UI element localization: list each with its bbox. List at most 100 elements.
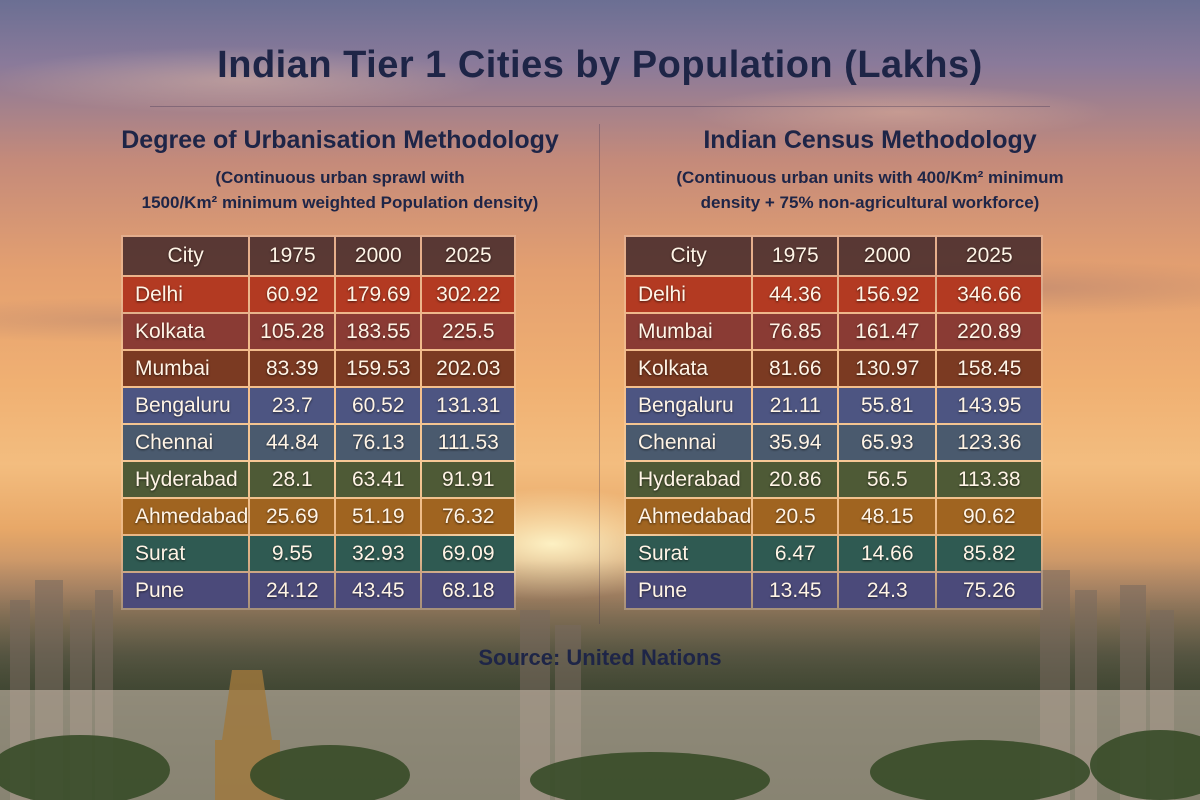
value-cell: 24.3 [839, 573, 936, 608]
value-cell: 75.26 [937, 573, 1042, 608]
table-row: Delhi 60.92 179.69 302.22 [123, 277, 515, 312]
degree-of-urbanisation-table: City 1975 2000 2025 Delhi 60.92 179.69 302.22 K… [121, 235, 517, 610]
city-cell: Mumbai [626, 314, 752, 349]
temple-tower [222, 670, 272, 740]
value-cell: 48.15 [839, 499, 936, 534]
column-header: 2000 [336, 237, 421, 275]
table-row: Kolkata 81.66 130.97 158.45 [626, 351, 1042, 386]
right-subtitle-line1: (Continuous urban units with 400/Km² min… [676, 168, 1064, 187]
value-cell: 85.82 [937, 536, 1042, 571]
value-cell: 113.38 [937, 462, 1042, 497]
value-cell: 76.85 [753, 314, 838, 349]
table-row: Kolkata 105.28 183.55 225.5 [123, 314, 515, 349]
value-cell: 225.5 [422, 314, 515, 349]
table-row: Mumbai 83.39 159.53 202.03 [123, 351, 515, 386]
table-row: Bengaluru 23.7 60.52 131.31 [123, 388, 515, 423]
value-cell: 346.66 [937, 277, 1042, 312]
right-panel-header: Indian Census Methodology (Continuous ur… [570, 126, 1170, 215]
table-row: Pune 13.45 24.3 75.26 [626, 573, 1042, 608]
panel-divider [599, 124, 600, 624]
value-cell: 60.92 [250, 277, 335, 312]
city-cell: Bengaluru [626, 388, 752, 423]
value-cell: 179.69 [336, 277, 421, 312]
value-cell: 21.11 [753, 388, 838, 423]
value-cell: 81.66 [753, 351, 838, 386]
table-row: Mumbai 76.85 161.47 220.89 [626, 314, 1042, 349]
value-cell: 158.45 [937, 351, 1042, 386]
value-cell: 44.84 [250, 425, 335, 460]
value-cell: 123.36 [937, 425, 1042, 460]
column-header: 2000 [839, 237, 936, 275]
value-cell: 23.7 [250, 388, 335, 423]
value-cell: 220.89 [937, 314, 1042, 349]
city-cell: Delhi [626, 277, 752, 312]
value-cell: 156.92 [839, 277, 936, 312]
value-cell: 161.47 [839, 314, 936, 349]
city-cell: Ahmedabad [123, 499, 249, 534]
value-cell: 76.32 [422, 499, 515, 534]
left-panel-title: Degree of Urbanisation Methodology [121, 126, 559, 154]
value-cell: 131.31 [422, 388, 515, 423]
table-row: Hyderabad 20.86 56.5 113.38 [626, 462, 1042, 497]
value-cell: 55.81 [839, 388, 936, 423]
value-cell: 24.12 [250, 573, 335, 608]
right-subtitle-line2: density + 75% non-agricultural workforce… [700, 193, 1040, 212]
source-note: Source: United Nations [478, 645, 722, 670]
value-cell: 35.94 [753, 425, 838, 460]
value-cell: 105.28 [250, 314, 335, 349]
table-header-row: City 1975 2000 2025 [626, 237, 1042, 275]
value-cell: 14.66 [839, 536, 936, 571]
table-header-row: City 1975 2000 2025 [123, 237, 515, 275]
city-cell: Hyderabad [626, 462, 752, 497]
city-cell: Chennai [626, 425, 752, 460]
value-cell: 43.45 [336, 573, 421, 608]
city-cell: Delhi [123, 277, 249, 312]
city-cell: Hyderabad [123, 462, 249, 497]
city-cell: Surat [123, 536, 249, 571]
indian-census-table: City 1975 2000 2025 Delhi 44.36 156.92 346.66 M… [624, 235, 1044, 610]
value-cell: 65.93 [839, 425, 936, 460]
value-cell: 159.53 [336, 351, 421, 386]
column-header: City [123, 237, 249, 275]
city-cell: Pune [626, 573, 752, 608]
city-cell: Pune [123, 573, 249, 608]
city-cell: Bengaluru [123, 388, 249, 423]
table-row: Surat 9.55 32.93 69.09 [123, 536, 515, 571]
value-cell: 68.18 [422, 573, 515, 608]
table-row: Pune 24.12 43.45 68.18 [123, 573, 515, 608]
value-cell: 83.39 [250, 351, 335, 386]
right-panel-title: Indian Census Methodology [703, 126, 1037, 154]
value-cell: 111.53 [422, 425, 515, 460]
value-cell: 69.09 [422, 536, 515, 571]
value-cell: 90.62 [937, 499, 1042, 534]
title-rule [150, 106, 1050, 107]
table-row: Delhi 44.36 156.92 346.66 [626, 277, 1042, 312]
value-cell: 76.13 [336, 425, 421, 460]
value-cell: 91.91 [422, 462, 515, 497]
value-cell: 20.5 [753, 499, 838, 534]
left-subtitle-line1: (Continuous urban sprawl with [215, 168, 465, 187]
value-cell: 63.41 [336, 462, 421, 497]
value-cell: 302.22 [422, 277, 515, 312]
table-row: Surat 6.47 14.66 85.82 [626, 536, 1042, 571]
value-cell: 143.95 [937, 388, 1042, 423]
value-cell: 6.47 [753, 536, 838, 571]
city-skyline [0, 570, 1200, 800]
column-header: 2025 [937, 237, 1042, 275]
value-cell: 20.86 [753, 462, 838, 497]
value-cell: 183.55 [336, 314, 421, 349]
column-header: 2025 [422, 237, 515, 275]
city-cell: Kolkata [626, 351, 752, 386]
value-cell: 13.45 [753, 573, 838, 608]
left-panel-subtitle: (Continuous urban sprawl with 1500/Km² m… [60, 165, 620, 215]
city-cell: Mumbai [123, 351, 249, 386]
city-cell: Ahmedabad [626, 499, 752, 534]
value-cell: 60.52 [336, 388, 421, 423]
table-row: Hyderabad 28.1 63.41 91.91 [123, 462, 515, 497]
table-row: Bengaluru 21.11 55.81 143.95 [626, 388, 1042, 423]
value-cell: 25.69 [250, 499, 335, 534]
value-cell: 32.93 [336, 536, 421, 571]
left-subtitle-line2: 1500/Km² minimum weighted Population den… [141, 193, 539, 212]
value-cell: 28.1 [250, 462, 335, 497]
column-header: City [626, 237, 752, 275]
